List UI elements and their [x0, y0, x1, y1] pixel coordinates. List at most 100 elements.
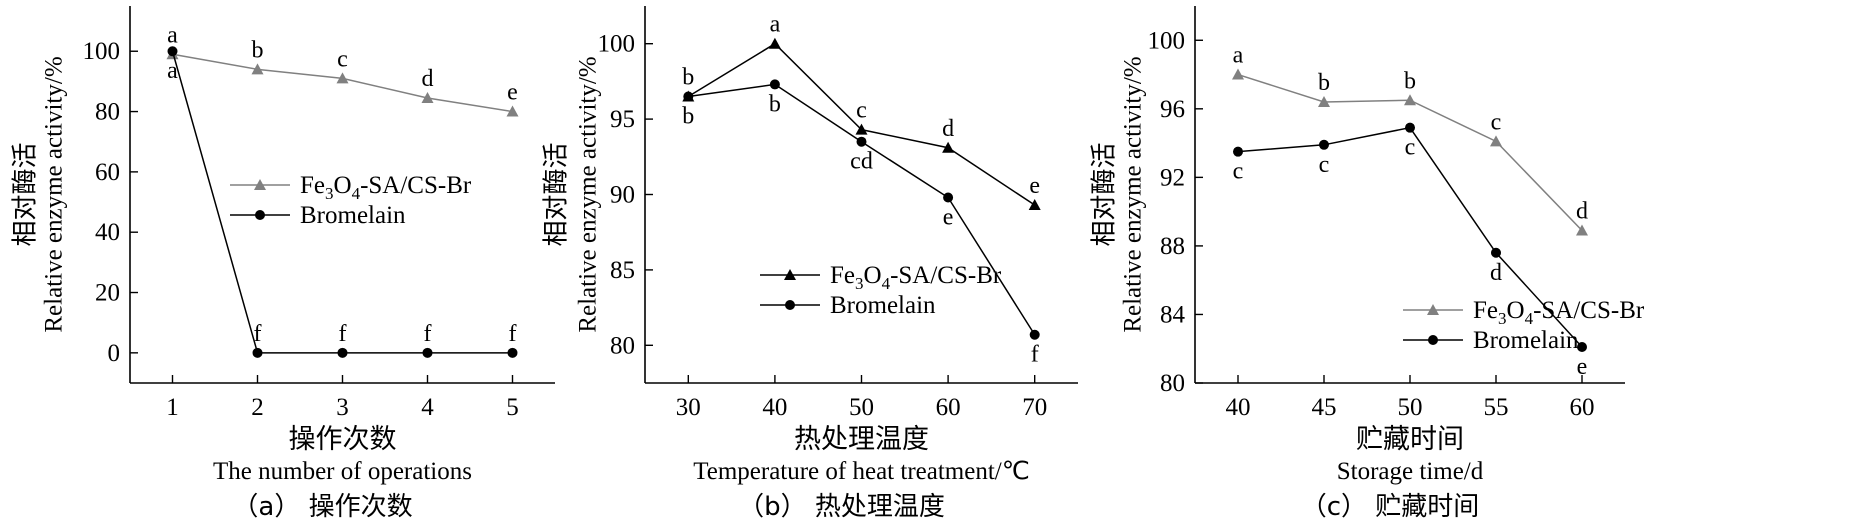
x-tick-label: 50	[849, 394, 874, 421]
significance-letter: f	[1031, 342, 1039, 368]
y-tick-label: 100	[83, 38, 121, 65]
significance-letter: d	[1490, 260, 1502, 286]
data-point-circle	[1029, 329, 1040, 340]
legend-marker-circle	[255, 210, 265, 220]
data-point-triangle	[1576, 224, 1588, 236]
x-tick-label: 45	[1312, 394, 1337, 421]
x-tick-label: 5	[506, 394, 519, 421]
x-axis-label-cn: 热处理温度	[794, 424, 929, 455]
significance-letter: cd	[850, 149, 873, 175]
data-point-circle	[856, 136, 867, 147]
significance-letter: f	[339, 321, 347, 347]
significance-letter: a	[1233, 43, 1244, 69]
significance-letter: c	[1319, 152, 1330, 178]
panel-caption: （c） 贮藏时间	[1301, 492, 1480, 522]
panel-caption: （a） 操作次数	[232, 492, 412, 522]
y-axis-label-en: Relative enzyme activity/%	[1120, 56, 1147, 332]
y-tick-label: 0	[108, 340, 121, 367]
data-point-circle	[1405, 122, 1415, 133]
y-tick-label: 20	[95, 280, 120, 307]
data-point-circle	[1319, 139, 1329, 150]
x-tick-label: 30	[676, 394, 701, 421]
x-axis-label-cn: 操作次数	[289, 424, 397, 455]
legend-label: Bromelain	[1473, 327, 1579, 354]
x-tick-label: 60	[1570, 394, 1595, 421]
x-tick-label: 3	[336, 394, 349, 421]
y-tick-label: 84	[1160, 301, 1186, 328]
y-tick-label: 80	[95, 99, 120, 126]
significance-letter: c	[1233, 159, 1244, 185]
significance-letter: a	[167, 22, 178, 48]
significance-letter: e	[1577, 354, 1588, 380]
x-tick-label: 40	[762, 394, 787, 421]
significance-letter: c	[1405, 135, 1416, 161]
legend-label: Fe3O4-SA/CS-Br	[1473, 297, 1645, 328]
significance-letter: e	[507, 80, 518, 106]
legend-marker-triangle	[1427, 304, 1439, 315]
significance-letter: d	[942, 116, 954, 142]
data-point-triangle	[1318, 95, 1330, 107]
x-axis-label-cn: 贮藏时间	[1356, 424, 1464, 455]
y-axis-label-en: Relative enzyme activity/%	[575, 56, 602, 332]
data-point-triangle	[1028, 199, 1041, 211]
significance-letter: b	[769, 91, 781, 117]
y-tick-label: 90	[610, 182, 635, 209]
chart-panel-1: 0 20 40 60 80 100 1 2 3 4 5 相对酶活 Relative enzyme act…	[11, 6, 555, 522]
x-axis-label-en: The number of operations	[213, 458, 472, 485]
data-point-circle	[422, 347, 433, 358]
significance-letter: a	[167, 58, 178, 84]
y-axis-label-cn: 相对酶活	[1090, 142, 1120, 246]
significance-letter: c	[856, 98, 867, 124]
significance-letter: b	[1318, 70, 1330, 96]
y-tick-label: 95	[610, 106, 635, 133]
x-tick-label: 1	[166, 394, 179, 421]
chart-panel-3: 80 84 88 92 96 100 40 45 50 55 60 相对酶活 Relative enzy…	[1090, 6, 1645, 522]
x-tick-label: 70	[1022, 394, 1047, 421]
x-tick-label: 4	[421, 394, 434, 421]
data-point-circle	[252, 347, 263, 358]
data-point-circle	[1233, 146, 1243, 157]
y-tick-label: 88	[1160, 233, 1185, 260]
legend-marker-triangle	[254, 179, 266, 190]
significance-letter: e	[1029, 173, 1040, 199]
legend-label: Bromelain	[300, 202, 406, 229]
chart-panel-2: 80 85 90 95 100 30 40 50 60 70 相对酶活 Relative enzyme…	[542, 6, 1078, 522]
data-point-circle	[167, 46, 178, 57]
significance-letter: d	[1576, 198, 1588, 224]
data-point-circle	[1491, 247, 1501, 258]
y-tick-label: 60	[95, 159, 120, 186]
legend-marker-triangle	[784, 269, 796, 280]
x-tick-label: 40	[1226, 394, 1251, 421]
y-tick-label: 100	[598, 31, 636, 58]
data-point-triangle	[1490, 135, 1502, 147]
y-tick-label: 80	[1160, 370, 1185, 397]
legend-label: Fe3O4-SA/CS-Br	[300, 172, 472, 203]
legend-label: Fe3O4-SA/CS-Br	[830, 262, 1002, 293]
x-tick-label: 50	[1398, 394, 1423, 421]
data-point-triangle	[1404, 94, 1416, 106]
x-axis-label-en: Storage time/d	[1337, 458, 1484, 485]
significance-letter: f	[509, 321, 517, 347]
significance-letter: c	[337, 46, 348, 72]
legend-label: Bromelain	[830, 292, 936, 319]
data-point-circle	[507, 347, 518, 358]
data-point-triangle	[251, 63, 264, 75]
significance-letter: b	[1404, 68, 1416, 94]
significance-letter: b	[682, 103, 694, 129]
x-axis-label-en: Temperature of heat treatment/℃	[693, 458, 1030, 485]
significance-letter: c	[1491, 109, 1502, 135]
y-axis-label-en: Relative enzyme activity/%	[41, 56, 68, 332]
data-point-triangle	[768, 37, 781, 49]
y-tick-label: 80	[610, 332, 635, 359]
data-point-circle	[683, 91, 694, 102]
y-axis-label-cn: 相对酶活	[542, 142, 572, 246]
significance-letter: e	[943, 205, 954, 231]
legend-marker-circle	[785, 300, 795, 310]
x-tick-label: 55	[1484, 394, 1509, 421]
significance-letter: b	[252, 37, 264, 63]
significance-letter: f	[254, 321, 262, 347]
legend-marker-circle	[1428, 335, 1438, 345]
data-point-circle	[943, 192, 954, 203]
y-tick-label: 85	[610, 257, 635, 284]
